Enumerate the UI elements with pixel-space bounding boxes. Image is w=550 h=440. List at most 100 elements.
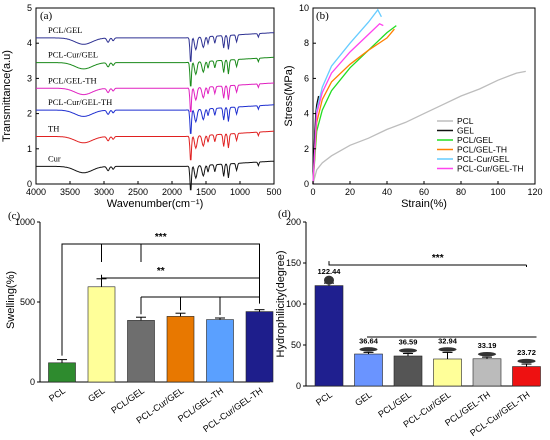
a-xtick-label: 500 — [266, 187, 281, 197]
panel-d-ylabel: Hydrophilicity(degree) — [275, 251, 287, 358]
droplet-icon — [438, 347, 457, 352]
b-series-line — [312, 70, 526, 185]
b-xtick-label: 120 — [527, 187, 542, 197]
a-series-label: TH — [48, 123, 59, 133]
bar — [127, 320, 155, 383]
category-label: GEL — [86, 385, 106, 404]
a-xtick-label: 1500 — [196, 187, 216, 197]
b-ytick-label: 2 — [304, 144, 309, 154]
data-label: 36.59 — [399, 338, 418, 347]
panel-b-xlabel: Strain(%) — [401, 198, 447, 210]
b-xtick-label: 20 — [345, 187, 355, 197]
droplet-icon — [478, 351, 496, 357]
b-xtick-label: 100 — [490, 187, 505, 197]
significance-bracket — [140, 296, 260, 315]
a-xtick-label: 4000 — [26, 187, 46, 197]
b-legend-label: PCL/GEL — [457, 135, 493, 145]
panel-a-frame — [35, 7, 275, 185]
yaxis-tick-label: 1000 — [15, 217, 35, 227]
a-xtick-label: 1000 — [230, 187, 250, 197]
bar — [245, 311, 274, 383]
category-label: PCL — [314, 389, 334, 407]
panel-c-label: (c) — [8, 210, 21, 222]
bar — [472, 358, 502, 387]
b-legend-label: PCL-Cur/GEL — [457, 154, 510, 164]
a-ytick-label: 0 — [27, 179, 32, 189]
b-legend-label: PCL/GEL-TH — [457, 145, 507, 155]
droplet-icon — [359, 347, 378, 352]
a-ytick-label: 2 — [27, 109, 32, 119]
a-ytick-label: 3 — [27, 73, 32, 83]
significance-bracket — [61, 243, 260, 356]
a-series-line — [36, 32, 275, 62]
bar — [48, 362, 76, 383]
b-xtick-label: 60 — [419, 187, 429, 197]
yaxis-tick-label: 50 — [291, 340, 301, 350]
a-series-line — [36, 56, 274, 87]
b-ytick-label: 10 — [299, 3, 309, 13]
yaxis-tick-label: 0 — [296, 381, 301, 391]
a-ytick-label: 5 — [27, 3, 32, 13]
bar — [206, 319, 234, 383]
a-xtick-label: 3500 — [60, 187, 80, 197]
data-label: 32.94 — [438, 336, 458, 345]
b-series-line — [312, 25, 397, 185]
yaxis-tick-label: 100 — [286, 299, 301, 309]
a-series-label: PCL-Cur/GEL-TH — [48, 97, 112, 107]
panel-a: (a) PCL/GEL PCL-Cur/GEL PCL/GEL-TH PCL-Cur/… — [1, 3, 282, 210]
bar — [354, 353, 383, 387]
a-series-label: PCL/GEL-TH — [48, 75, 97, 85]
a-series-label: PCL/GEL — [48, 25, 82, 35]
significance-bracket — [101, 274, 260, 304]
data-label: 122.44 — [318, 267, 342, 276]
a-series-label: Cur — [48, 153, 61, 163]
droplet-icon — [517, 358, 536, 364]
data-label: 36.64 — [359, 336, 379, 345]
bar — [87, 286, 116, 383]
a-ytick-label: 4 — [27, 38, 32, 48]
significance-bracket — [328, 261, 527, 266]
a-xtick-label: 3000 — [94, 187, 114, 197]
bar — [393, 355, 423, 387]
b-ytick-label: 4 — [304, 109, 309, 119]
category-label: PCL — [47, 385, 67, 403]
b-legend-label: PCL-Cur/GEL-TH — [457, 164, 524, 174]
yaxis-tick-label: 200 — [286, 217, 301, 227]
a-series-line — [36, 104, 274, 134]
a-series-label: PCL-Cur/GEL — [48, 50, 98, 60]
b-xtick-label: 40 — [382, 187, 392, 197]
b-series-line — [312, 28, 395, 185]
significance-bracket — [101, 244, 142, 262]
yaxis-tick-label: 0 — [30, 377, 35, 387]
yaxis-tick-label: 500 — [20, 297, 35, 307]
b-ytick-label: 8 — [304, 38, 309, 48]
b-series-line — [312, 23, 384, 185]
data-label: 23.72 — [517, 348, 536, 357]
significance-mark: *** — [432, 253, 444, 264]
panel-b-label: (b) — [316, 10, 329, 22]
panel-a-ylabel: Transmittance(a.u) — [1, 50, 13, 142]
a-xtick-label: 2500 — [128, 187, 148, 197]
panel-a-xlabel: Wavenumber(cm⁻¹) — [107, 198, 203, 210]
panel-d-label: (d) — [278, 208, 291, 220]
b-xtick-label: 80 — [456, 187, 466, 197]
category-label: PCL/GEL — [376, 389, 413, 419]
bar — [314, 285, 344, 387]
droplet-icon — [399, 348, 417, 353]
a-series-line — [36, 82, 274, 113]
b-legend-label: PCL — [457, 116, 474, 126]
b-legend-label: GEL — [457, 126, 474, 136]
a-ytick-label: 1 — [27, 144, 32, 154]
significance-mark: *** — [155, 232, 167, 243]
b-ytick-label: 0 — [304, 179, 309, 189]
yaxis-tick-label: 150 — [286, 258, 301, 268]
category-label: GEL — [353, 389, 373, 408]
b-ytick-label: 6 — [304, 73, 309, 83]
a-xtick-label: 2000 — [162, 187, 182, 197]
b-series-line — [312, 8, 382, 185]
a-series-line — [36, 160, 275, 191]
bar — [433, 358, 462, 387]
